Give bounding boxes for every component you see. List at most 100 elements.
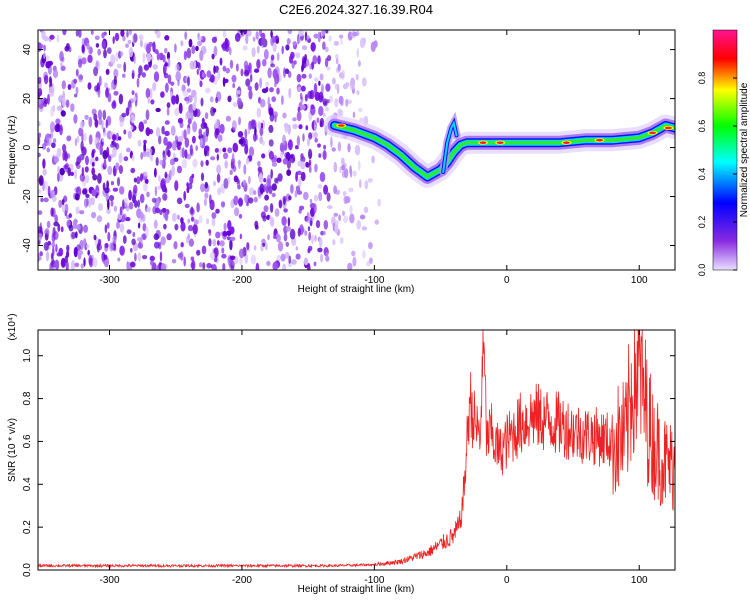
noise-blob [280,253,286,262]
noise-blob [126,30,129,38]
noise-blob [200,45,207,55]
noise-blob [237,97,242,107]
noise-blob [160,236,166,246]
noise-blob [54,259,60,270]
noise-scatter [38,30,381,270]
noise-blob [319,120,323,128]
noise-blob [217,187,222,196]
noise-blob [166,233,172,241]
noise-blob [324,46,329,53]
ridge-hotspot-core [596,138,604,142]
noise-blob [177,135,184,143]
noise-blob [276,157,282,163]
noise-blob [289,228,296,240]
noise-blob [196,202,200,213]
noise-blob [221,247,225,254]
noise-blob [128,202,134,210]
noise-blob [259,30,262,37]
noise-blob [272,261,278,270]
noise-blob [74,231,78,239]
noise-blob [115,162,120,171]
noise-blob [88,257,94,268]
noise-blob [52,246,55,257]
noise-blob [283,197,286,206]
noise-blob [181,83,185,94]
noise-blob [164,120,170,125]
noise-blob [261,238,266,245]
noise-blob [300,161,306,170]
noise-blob [115,51,119,62]
noise-blob [223,222,227,231]
noise-blob [134,252,137,262]
noise-blob [110,181,114,186]
noise-blob [102,109,107,121]
noise-blob [284,152,290,159]
noise-blob [92,174,98,181]
noise-blob [57,223,61,232]
noise-blob [158,135,162,145]
noise-blob [97,173,102,184]
noise-blob [94,85,99,92]
noise-blob [166,107,170,116]
top-y-axis-ticks: -40 -20 0 20 40 [22,44,675,253]
noise-blob [116,63,122,69]
noise-blob [270,168,274,179]
noise-blob [156,30,161,39]
noise-blob [282,134,286,146]
noise-blob [216,173,221,183]
noise-blob [41,30,46,40]
noise-blob [245,33,249,45]
noise-blob [339,100,344,106]
ridge-hotspot-core [337,124,345,127]
noise-blob [282,263,287,270]
noise-blob [332,239,336,246]
noise-blob [354,144,361,156]
noise-blob [242,45,248,51]
noise-blob [83,132,87,142]
noise-blob [137,222,141,229]
noise-blob [60,257,66,268]
noise-blob [107,231,111,242]
noise-blob [268,150,274,160]
noise-blob [304,94,308,102]
noise-blob [145,43,151,54]
noise-blob [126,147,131,153]
noise-blob [112,146,117,158]
noise-blob [313,82,318,94]
noise-blob [143,142,147,153]
noise-blob [43,52,46,59]
noise-blob [212,238,217,247]
noise-blob [262,242,266,247]
noise-blob [155,207,160,214]
noise-blob [264,194,269,201]
noise-blob [38,136,41,146]
snr-panel: -300 -200 -100 0 100 0.0 0.2 0.4 0.6 0.8 1.0 Heig… [7,313,676,595]
noise-blob [231,120,237,131]
noise-blob [175,71,181,82]
noise-blob [191,135,196,144]
noise-blob [248,175,251,185]
noise-blob [39,251,43,257]
noise-blob [45,133,51,141]
noise-blob [181,159,188,169]
top-x-axis-ticks: -300 -200 -100 0 100 [100,30,648,286]
noise-blob [259,99,263,105]
noise-blob [317,184,323,189]
noise-blob [50,189,56,198]
noise-blob [300,85,306,92]
noise-blob [167,57,171,68]
noise-blob [227,95,232,103]
noise-blob [377,198,381,207]
noise-blob [272,41,277,53]
noise-blob [74,262,80,268]
noise-blob [263,205,269,213]
noise-blob [46,147,51,153]
noise-blob [78,73,83,83]
noise-blob [345,196,351,204]
noise-blob [343,163,347,168]
noise-blob [125,217,131,222]
noise-blob [277,173,283,182]
noise-blob [113,205,118,212]
noise-blob [38,233,43,241]
noise-blob [160,179,165,190]
